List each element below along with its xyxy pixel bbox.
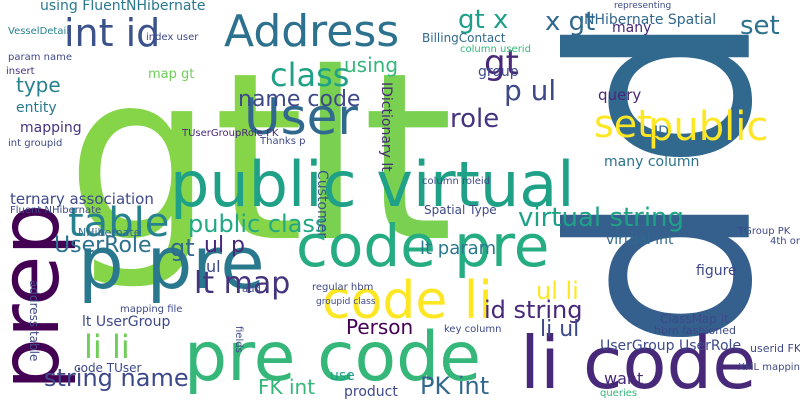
word: NHibernate Spatial	[584, 12, 716, 28]
word: id string	[484, 296, 582, 324]
word: regular hbm	[312, 282, 373, 293]
word: name code	[238, 87, 360, 112]
word: userid FK	[750, 342, 800, 355]
word: TGroup PK	[737, 226, 791, 237]
word: queries	[600, 388, 637, 399]
word: add	[242, 284, 261, 295]
word: ul	[206, 257, 221, 276]
word: figure	[696, 263, 737, 279]
word: hbm fashioned	[654, 324, 736, 337]
word: class	[270, 56, 349, 94]
word: code li	[322, 271, 493, 331]
word: Address	[224, 6, 399, 57]
word: using FluentNHibernate	[40, 0, 206, 14]
word: code pre	[296, 212, 549, 280]
word: ul li	[536, 277, 579, 305]
word: set	[740, 11, 780, 41]
word: p ul	[504, 74, 556, 107]
word: gt	[484, 43, 519, 83]
word: li li	[84, 328, 130, 366]
word: IDictionary lt	[378, 82, 394, 172]
word: p pre	[78, 221, 265, 305]
word: gt	[170, 234, 195, 262]
word: gt x	[458, 5, 508, 35]
word: virtual string	[518, 203, 684, 233]
word: li ul	[540, 317, 579, 342]
word: NHibernate	[78, 226, 141, 239]
word: ul p	[204, 233, 245, 258]
word: lt param	[420, 238, 496, 259]
word: column userid	[460, 44, 531, 55]
word: code TUser	[74, 361, 142, 375]
word: Fluent NHibernate	[10, 205, 101, 216]
word: using	[344, 53, 398, 77]
word: prep	[0, 204, 78, 390]
word: p	[553, 192, 800, 351]
word: gt	[66, 23, 304, 293]
word: groupid class	[316, 297, 376, 307]
word: role	[450, 104, 499, 134]
word: param name	[8, 52, 72, 63]
word: ClassMap lt	[660, 312, 729, 326]
word: map gt	[148, 67, 194, 82]
word: entity	[16, 100, 57, 116]
word: fields	[233, 326, 244, 353]
word: User	[244, 88, 358, 146]
word: public	[648, 104, 768, 150]
word: BillingContact	[422, 31, 506, 45]
word: UserGroup UserRole	[600, 338, 741, 354]
word: FK int	[258, 375, 315, 399]
word: ternary association	[10, 190, 154, 208]
word: set	[594, 102, 652, 146]
word: type	[16, 73, 61, 97]
word: address table	[27, 280, 41, 361]
word: lt UserGroup	[82, 314, 170, 330]
word: column roleid	[422, 176, 490, 187]
word: Person	[346, 315, 413, 339]
word: VesselDetail	[8, 26, 69, 37]
word: string name	[44, 364, 189, 392]
word: int groupid	[8, 138, 62, 149]
word: virtual int	[606, 232, 674, 248]
word: product	[344, 384, 398, 400]
word: public class	[188, 210, 327, 238]
word: ID	[654, 124, 669, 140]
word: li code	[520, 321, 757, 400]
word: insert	[6, 66, 35, 77]
word: lt map	[194, 266, 290, 301]
word: lt	[298, 23, 453, 293]
word: x gt	[545, 7, 595, 37]
word: many column	[604, 154, 699, 170]
word: Spatial Type	[424, 203, 497, 217]
word: use	[330, 368, 355, 384]
word: mapping	[20, 120, 82, 136]
word: mapping file	[120, 304, 182, 315]
word: table	[68, 200, 169, 246]
word: PK int	[420, 372, 489, 400]
word: index user	[146, 32, 199, 43]
word: XML mapping	[738, 362, 800, 373]
word: pre code	[184, 318, 481, 397]
word: key column	[444, 324, 502, 335]
word: want	[604, 369, 643, 388]
word: many	[612, 20, 651, 36]
word: representing	[614, 1, 671, 11]
word: Thanks p	[259, 136, 305, 147]
word: Customer	[314, 170, 330, 238]
word: int id	[64, 11, 160, 55]
word: public virtual	[170, 148, 574, 221]
word: TUserGroupRole FK	[181, 128, 279, 139]
word: p	[553, 12, 800, 171]
word: query	[598, 86, 641, 104]
word: 4th one	[770, 236, 800, 247]
word: group	[478, 64, 519, 80]
word: UserRole	[54, 233, 152, 258]
